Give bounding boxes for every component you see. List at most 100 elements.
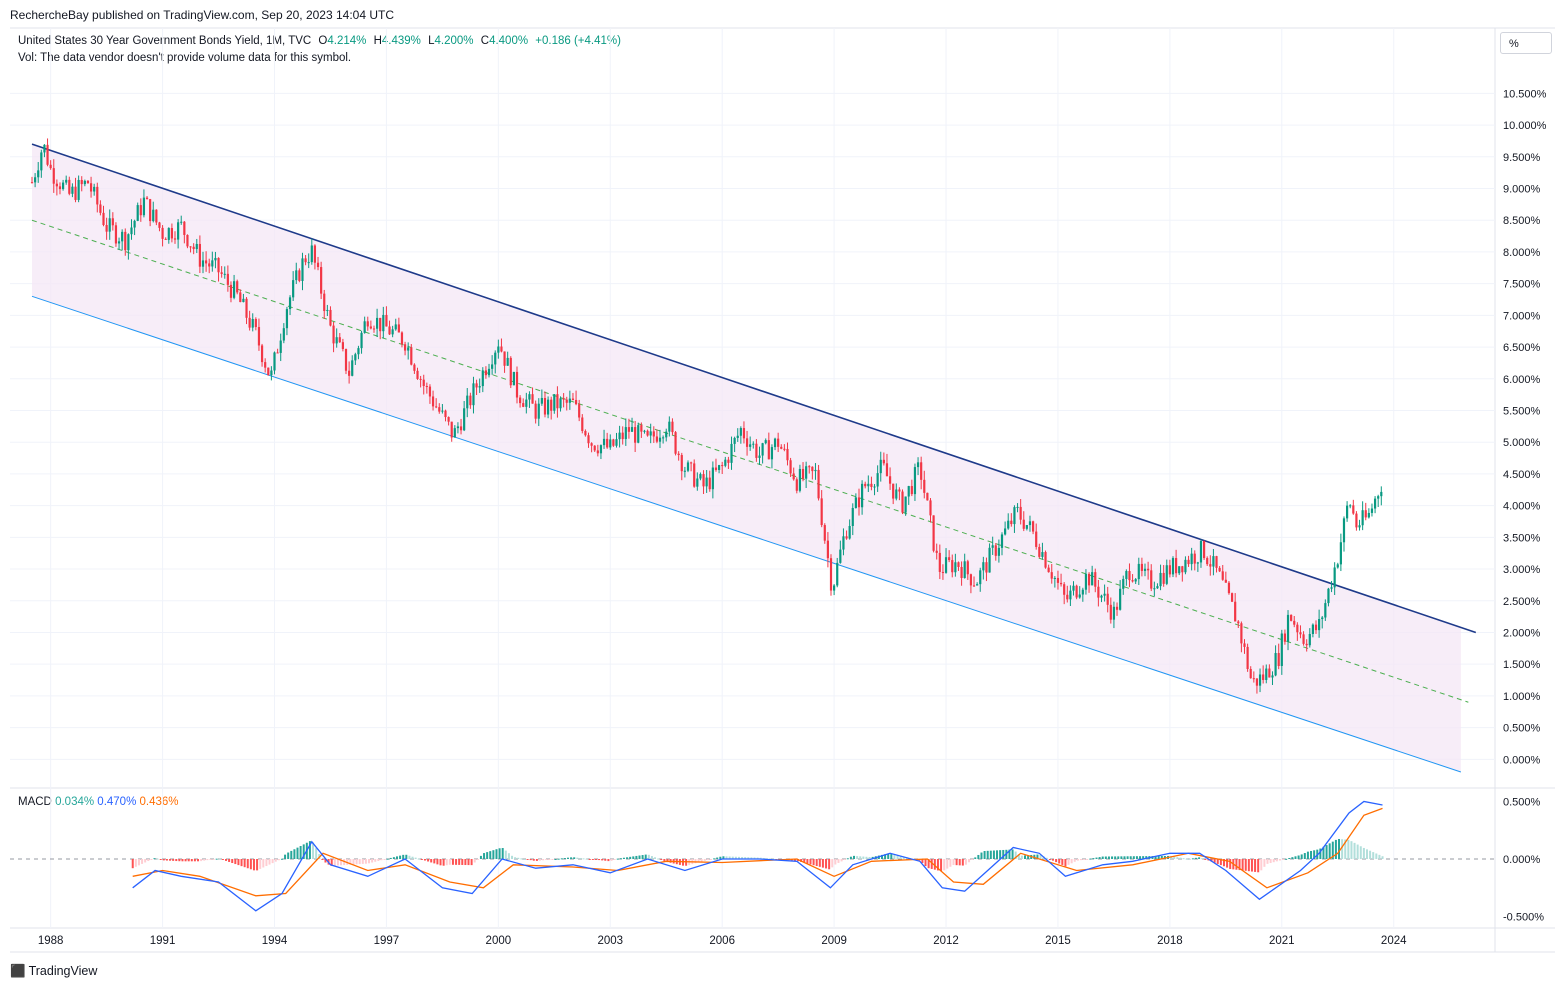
candle-body — [329, 309, 332, 326]
macd-histogram-bar — [1045, 857, 1048, 859]
macd-histogram-bar — [1359, 846, 1362, 859]
candle-body — [133, 220, 136, 228]
macd-histogram-bar — [968, 859, 971, 863]
candle-body — [1318, 619, 1321, 631]
macd-histogram-bar — [706, 859, 709, 861]
candle-body — [581, 417, 584, 431]
macd-histogram-bar — [551, 859, 554, 860]
candle-body — [957, 562, 960, 567]
macd-histogram-bar — [374, 859, 377, 862]
macd-line — [132, 800, 1383, 912]
candle-body — [214, 257, 217, 261]
macd-histogram-bar — [526, 859, 529, 860]
macd-histogram-bar — [535, 859, 538, 861]
macd-histogram-bar — [153, 858, 156, 860]
tradingview-logo[interactable]: ⬛ TradingView — [10, 964, 97, 979]
candle-body — [298, 270, 301, 281]
candle-body — [444, 410, 447, 418]
macd-histogram-bar — [333, 859, 336, 866]
macd-histogram-bar — [1344, 839, 1347, 859]
candle-body — [1330, 587, 1333, 589]
macd-histogram-bar — [753, 857, 756, 859]
scale-percent-button[interactable]: % — [1500, 32, 1552, 54]
candle-body — [1199, 541, 1203, 563]
macd-histogram-bar — [1235, 859, 1238, 870]
candle-body — [649, 431, 652, 436]
candle-body — [901, 491, 904, 513]
candle-body — [472, 383, 475, 406]
macd-histogram-bar — [293, 849, 296, 859]
macd-histogram-bar — [159, 859, 162, 860]
macd-signal-value: 0.436% — [139, 796, 179, 808]
symbol-title: United States 30 Year Government Bonds Y… — [18, 35, 312, 47]
candle-body — [512, 371, 515, 386]
candle-body — [1215, 556, 1218, 568]
candle-body — [366, 321, 369, 327]
candle-body — [1010, 520, 1013, 525]
candle-body — [1031, 521, 1035, 532]
macd-histogram-bar — [364, 859, 367, 864]
macd-histogram-bar — [268, 859, 271, 865]
macd-histogram-bar — [560, 858, 563, 860]
candle-body — [969, 574, 973, 586]
macd-histogram-bar — [203, 859, 206, 861]
candle-body — [71, 186, 74, 194]
macd-histogram-bar — [734, 856, 737, 859]
candle-body — [1075, 585, 1078, 598]
candle-body — [183, 221, 186, 235]
candle-body — [593, 445, 596, 451]
candle-body — [1165, 565, 1168, 584]
macd-histogram-bar — [458, 859, 461, 865]
macd-histogram-bar — [470, 859, 473, 866]
candle-body — [1237, 621, 1240, 624]
x-tick-label: 2015 — [1045, 935, 1071, 947]
low-value: 4.200% — [434, 35, 474, 47]
candle-body — [1290, 614, 1293, 621]
macd-histogram-bar — [887, 853, 890, 859]
macd-histogram-bar — [1350, 841, 1353, 859]
macd-histogram-bar — [806, 859, 809, 864]
candle-body — [152, 209, 155, 222]
candle-body — [114, 225, 118, 244]
macd-histogram-bar — [1319, 848, 1322, 859]
candle-body — [459, 426, 463, 431]
candle-body — [798, 468, 802, 491]
macd-histogram-bar — [358, 859, 361, 865]
candle-body — [1109, 604, 1112, 620]
candle-body — [749, 444, 752, 447]
change-value: +0.186 (+4.41%) — [535, 35, 621, 47]
candle-body — [316, 262, 320, 268]
candle-body — [1091, 572, 1094, 586]
candle-body — [276, 352, 279, 354]
candle-body — [1352, 505, 1355, 514]
macd-histogram-bar — [1291, 857, 1294, 859]
candle-body — [721, 465, 724, 467]
macd-histogram-bar — [601, 859, 604, 861]
macd-histogram-bar — [1272, 859, 1275, 863]
macd-histogram-bar — [737, 856, 740, 859]
candle-body — [198, 243, 201, 267]
candle-body — [195, 243, 198, 250]
macd-hist-value: 0.034% — [55, 796, 95, 808]
candle-body — [609, 439, 612, 448]
candle-body — [301, 258, 304, 281]
candle-body — [158, 222, 161, 228]
open-value: 4.214% — [327, 35, 367, 47]
candle-body — [1377, 496, 1380, 499]
candle-body — [1171, 558, 1175, 575]
macd-histogram-bar — [1310, 850, 1313, 859]
candle-body — [288, 297, 292, 310]
macd-histogram-bar — [1145, 856, 1148, 859]
macd-histogram-bar — [1247, 859, 1250, 872]
candle-body — [888, 476, 892, 484]
macd-histogram-bar — [523, 858, 526, 860]
candle-body — [926, 492, 929, 501]
candle-body — [1069, 590, 1072, 600]
candle-body — [671, 421, 674, 433]
macd-histogram-bar — [383, 859, 386, 860]
candle-body — [1087, 573, 1091, 586]
macd-histogram-bar — [719, 856, 722, 859]
candle-body — [102, 212, 105, 226]
candle-body — [80, 179, 83, 185]
